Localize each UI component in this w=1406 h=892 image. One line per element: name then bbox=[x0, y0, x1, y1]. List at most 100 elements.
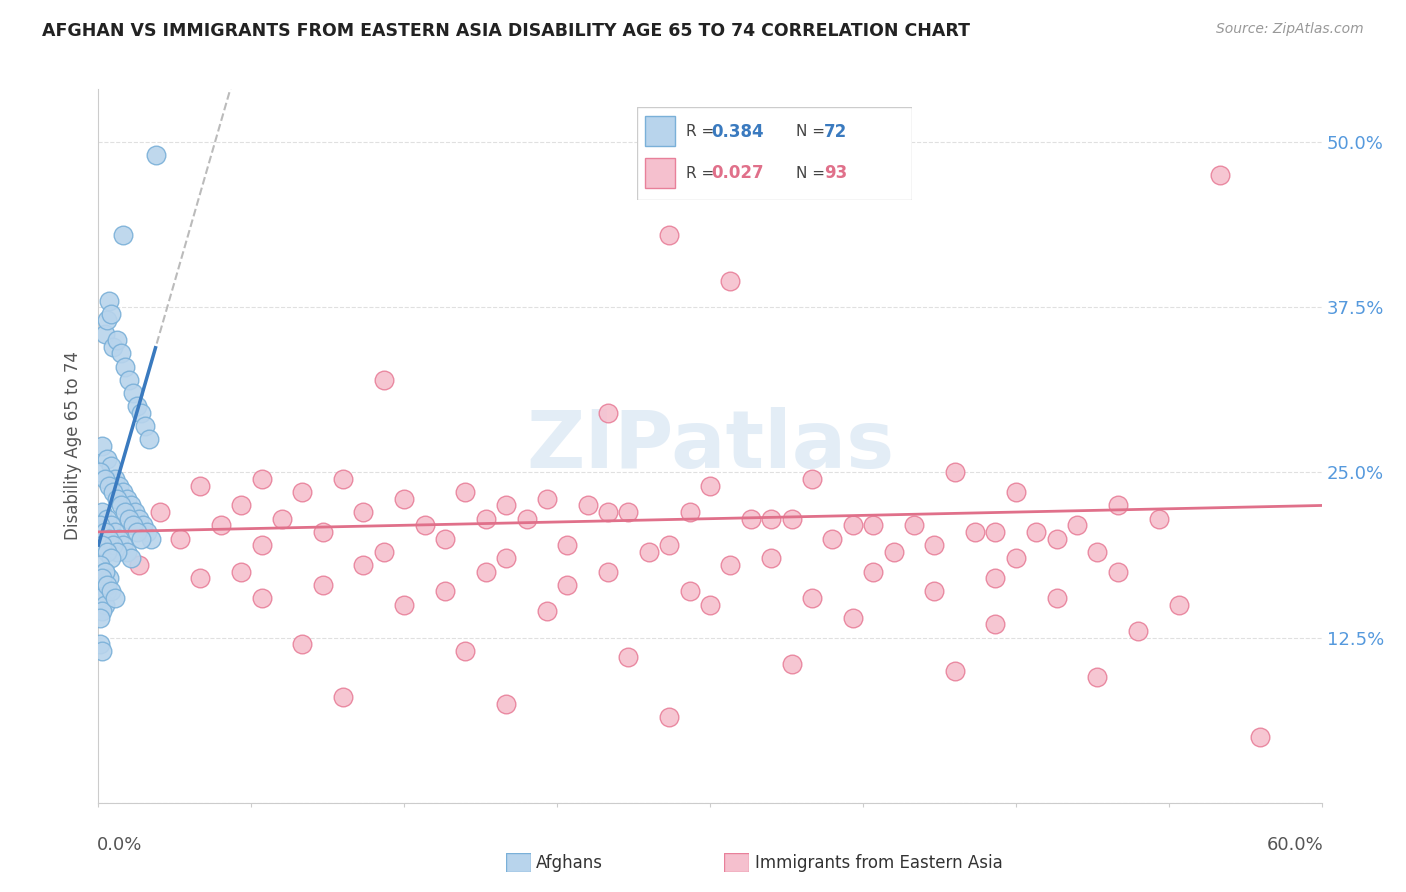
Point bbox=[392, 491, 416, 506]
Point bbox=[115, 545, 138, 559]
Point bbox=[97, 571, 120, 585]
Point bbox=[965, 524, 987, 539]
Point bbox=[100, 584, 122, 599]
Point bbox=[516, 511, 538, 525]
Point bbox=[1025, 524, 1047, 539]
Point bbox=[434, 532, 457, 546]
Point bbox=[1085, 545, 1108, 559]
Point bbox=[97, 293, 120, 308]
Point bbox=[699, 478, 721, 492]
Point bbox=[250, 538, 273, 552]
Point bbox=[679, 505, 702, 519]
Point bbox=[122, 386, 145, 401]
Point bbox=[111, 227, 134, 242]
Point bbox=[141, 532, 163, 546]
Point bbox=[91, 571, 114, 585]
Point bbox=[118, 511, 141, 525]
Text: 0.0%: 0.0% bbox=[97, 836, 142, 854]
Point bbox=[658, 538, 681, 552]
Point bbox=[96, 545, 118, 559]
Point bbox=[1147, 511, 1170, 525]
Point bbox=[720, 558, 742, 572]
Point bbox=[111, 485, 134, 500]
Point bbox=[413, 518, 436, 533]
Point bbox=[93, 565, 115, 579]
Point bbox=[250, 591, 273, 605]
Point bbox=[821, 532, 844, 546]
Point bbox=[1167, 598, 1189, 612]
Point bbox=[93, 472, 115, 486]
Text: ZIPatlas: ZIPatlas bbox=[526, 407, 894, 485]
Point bbox=[1107, 565, 1129, 579]
Point bbox=[1004, 485, 1026, 500]
Point bbox=[984, 617, 1007, 632]
Point bbox=[883, 545, 905, 559]
Point bbox=[96, 511, 118, 525]
Text: AFGHAN VS IMMIGRANTS FROM EASTERN ASIA DISABILITY AGE 65 TO 74 CORRELATION CHART: AFGHAN VS IMMIGRANTS FROM EASTERN ASIA D… bbox=[42, 22, 970, 40]
Point bbox=[1004, 551, 1026, 566]
Point bbox=[536, 491, 558, 506]
Point bbox=[598, 565, 620, 579]
Point bbox=[105, 333, 128, 347]
Point bbox=[1107, 499, 1129, 513]
Point bbox=[780, 511, 803, 525]
Point bbox=[984, 524, 1007, 539]
Point bbox=[96, 452, 118, 467]
Point bbox=[91, 578, 114, 592]
Point bbox=[495, 499, 517, 513]
Point bbox=[617, 505, 640, 519]
Point bbox=[841, 611, 863, 625]
Point bbox=[658, 710, 681, 724]
Point bbox=[352, 558, 374, 572]
Point bbox=[922, 584, 945, 599]
Point bbox=[373, 545, 395, 559]
Point bbox=[104, 524, 127, 539]
Point bbox=[110, 499, 132, 513]
Point bbox=[699, 598, 721, 612]
Point bbox=[495, 697, 517, 711]
Point bbox=[557, 578, 579, 592]
Point bbox=[943, 664, 966, 678]
Point bbox=[291, 637, 314, 651]
Point bbox=[136, 524, 159, 539]
Point bbox=[638, 545, 661, 559]
Point bbox=[576, 499, 599, 513]
Point bbox=[720, 274, 742, 288]
Point bbox=[392, 598, 416, 612]
Point bbox=[128, 558, 150, 572]
Point bbox=[100, 518, 122, 533]
Point bbox=[1066, 518, 1088, 533]
Point bbox=[1249, 730, 1271, 744]
Point bbox=[474, 511, 498, 525]
Point bbox=[922, 538, 945, 552]
Point bbox=[89, 558, 111, 572]
Point bbox=[120, 499, 142, 513]
Point bbox=[145, 148, 167, 162]
Point bbox=[862, 148, 884, 162]
Y-axis label: Disability Age 65 to 74: Disability Age 65 to 74 bbox=[65, 351, 83, 541]
Point bbox=[97, 478, 120, 492]
Point bbox=[761, 511, 783, 525]
Text: 60.0%: 60.0% bbox=[1267, 836, 1323, 854]
Point bbox=[454, 485, 477, 500]
Point bbox=[89, 611, 111, 625]
Point bbox=[114, 359, 136, 374]
Point bbox=[841, 518, 863, 533]
Point bbox=[91, 439, 114, 453]
Point bbox=[96, 584, 118, 599]
Point bbox=[93, 598, 115, 612]
Point bbox=[557, 538, 579, 552]
Point bbox=[270, 511, 294, 525]
Point bbox=[1045, 591, 1069, 605]
Point bbox=[679, 584, 702, 599]
Point bbox=[101, 340, 124, 354]
Point bbox=[1209, 168, 1232, 182]
Point bbox=[598, 505, 620, 519]
Point bbox=[188, 571, 212, 585]
Point bbox=[134, 419, 156, 434]
Point bbox=[1045, 532, 1069, 546]
Point bbox=[127, 524, 149, 539]
Point bbox=[129, 532, 152, 546]
Point bbox=[104, 591, 127, 605]
Point bbox=[118, 373, 141, 387]
